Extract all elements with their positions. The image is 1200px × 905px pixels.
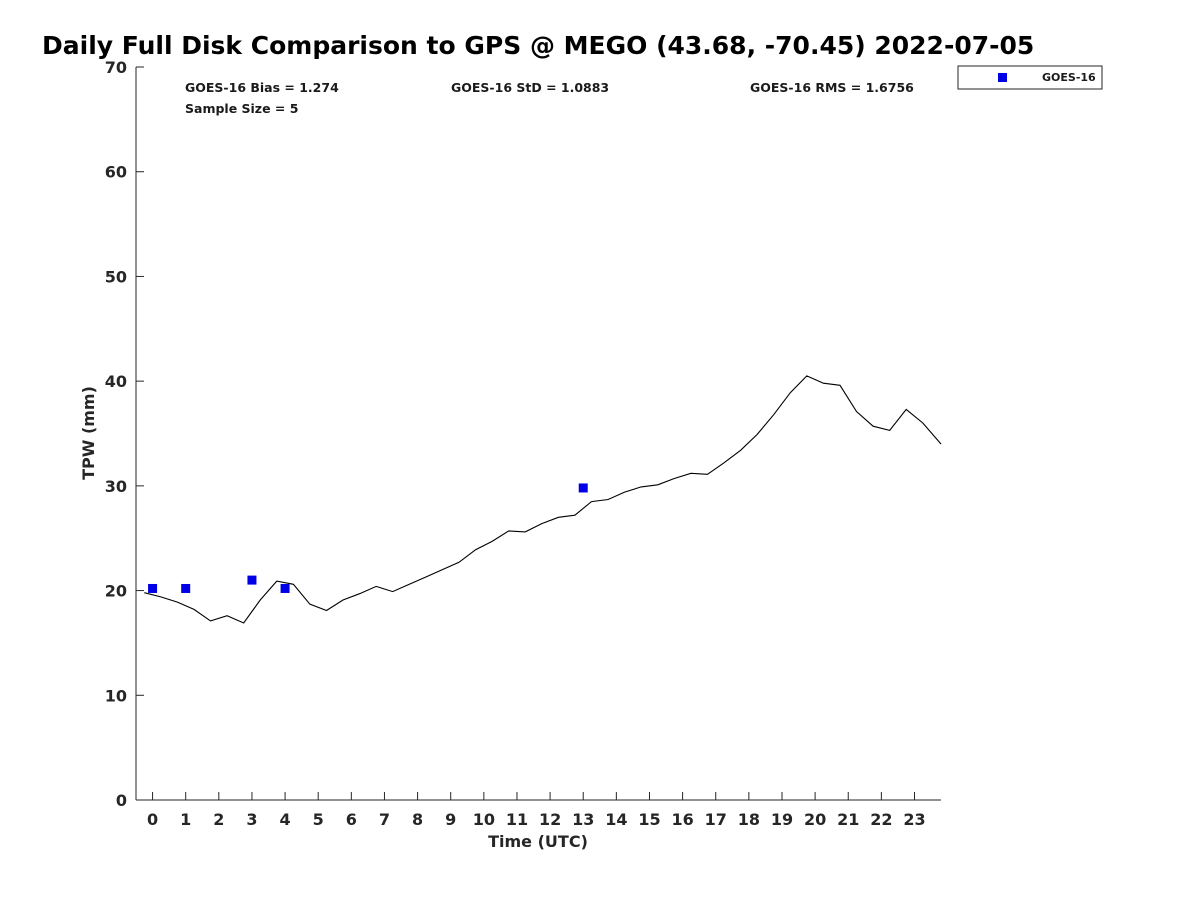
- x-tick-label: 13: [572, 810, 594, 829]
- x-tick-label: 14: [605, 810, 627, 829]
- x-tick-label: 7: [379, 810, 390, 829]
- y-axis-ticks: 0 10 20 30 40 50 60 70: [105, 58, 144, 810]
- x-tick-label: 8: [412, 810, 423, 829]
- goes16-point: [280, 583, 290, 593]
- x-tick-label: 21: [837, 810, 859, 829]
- x-tick-label: 5: [313, 810, 324, 829]
- stat-rms: GOES-16 RMS = 1.6756: [750, 80, 914, 95]
- x-tick-label: 0: [147, 810, 158, 829]
- x-axis-ticks: 0 1 2 3 4 5 6 7 8 9 10 11 12 13 14 15 16 17 18 19 20 21 22 23: [147, 792, 926, 829]
- x-tick-label: 16: [671, 810, 693, 829]
- gps-tpw-line: [144, 375, 942, 624]
- x-tick-label: 2: [213, 810, 224, 829]
- x-tick-label: 15: [638, 810, 660, 829]
- y-tick-label: 70: [105, 58, 127, 77]
- y-tick-label: 0: [116, 791, 127, 810]
- legend-label-goes16: GOES-16: [1042, 71, 1096, 84]
- y-tick-label: 40: [105, 372, 127, 391]
- legend: GOES-16: [957, 65, 1103, 90]
- x-tick-label: 23: [903, 810, 925, 829]
- stat-sample-size: Sample Size = 5: [185, 101, 298, 116]
- x-axis-label: Time (UTC): [488, 832, 588, 851]
- y-tick-label: 30: [105, 477, 127, 496]
- legend-box: [957, 65, 1103, 90]
- goes16-point: [247, 575, 257, 585]
- x-tick-label: 17: [705, 810, 727, 829]
- chart-title: Daily Full Disk Comparison to GPS @ MEGO…: [42, 31, 1034, 60]
- x-tick-label: 18: [738, 810, 760, 829]
- goes16-point: [578, 483, 588, 493]
- x-tick-label: 1: [180, 810, 191, 829]
- y-tick-label: 50: [105, 267, 127, 286]
- axes: [135, 67, 941, 801]
- x-tick-label: 3: [246, 810, 257, 829]
- x-tick-label: 19: [771, 810, 793, 829]
- goes16-point: [148, 583, 158, 593]
- x-tick-label: 11: [506, 810, 528, 829]
- x-tick-label: 9: [445, 810, 456, 829]
- x-tick-label: 12: [539, 810, 561, 829]
- y-axis-label: TPW (mm): [79, 386, 98, 480]
- stat-std: GOES-16 StD = 1.0883: [451, 80, 609, 95]
- y-tick-label: 10: [105, 686, 127, 705]
- x-tick-label: 4: [280, 810, 291, 829]
- plot-series: [144, 375, 942, 624]
- x-tick-label: 6: [346, 810, 357, 829]
- stat-bias: GOES-16 Bias = 1.274: [185, 80, 339, 95]
- x-tick-label: 22: [870, 810, 892, 829]
- goes16-point: [181, 583, 191, 593]
- y-tick-label: 20: [105, 582, 127, 601]
- y-tick-label: 60: [105, 163, 127, 182]
- x-tick-label: 20: [804, 810, 826, 829]
- x-tick-label: 10: [473, 810, 495, 829]
- legend-marker: [998, 73, 1007, 82]
